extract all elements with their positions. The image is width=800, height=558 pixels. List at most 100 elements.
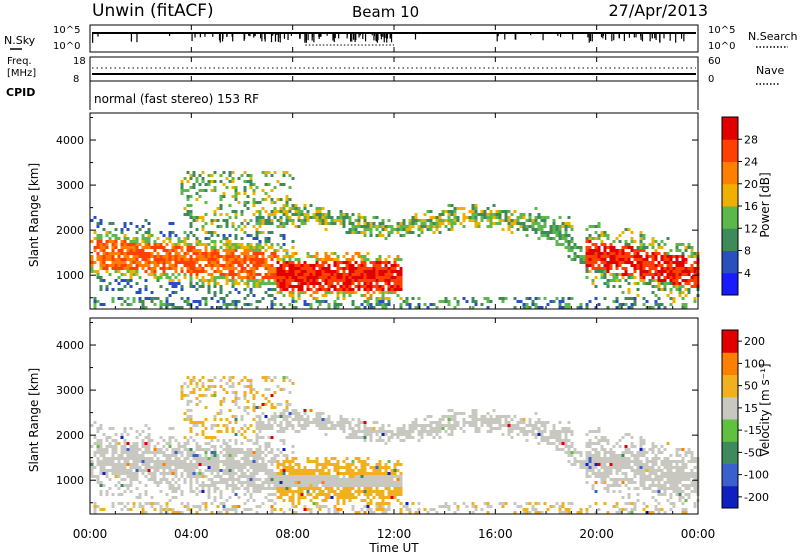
power-cell	[580, 249, 583, 252]
velocity-cell	[151, 496, 154, 499]
power-cell	[301, 210, 304, 213]
velocity-cell	[556, 430, 559, 433]
power-cell	[286, 249, 289, 252]
power-cell	[133, 237, 136, 240]
power-cell	[547, 234, 550, 237]
velocity-cell	[100, 445, 103, 448]
power-cell	[427, 225, 430, 228]
power-cell	[322, 276, 325, 279]
power-cell	[589, 246, 592, 249]
velocity-cell	[385, 463, 388, 466]
velocity-cell	[364, 475, 367, 478]
power-cell	[616, 297, 619, 300]
power-cell	[292, 261, 295, 264]
velocity-cell	[208, 487, 211, 490]
velocity-cell	[448, 415, 451, 418]
power-cell	[658, 264, 661, 267]
velocity-cell	[250, 508, 253, 511]
power-cell	[388, 282, 391, 285]
power-cell	[571, 297, 574, 300]
power-cell	[622, 303, 625, 306]
velocity-cell	[355, 436, 358, 439]
velocity-cell	[304, 421, 307, 424]
power-cell	[331, 291, 334, 294]
velocity-cell	[349, 499, 352, 502]
velocity-cell	[175, 439, 178, 442]
power-cell	[160, 231, 163, 234]
velocity-cell	[232, 382, 235, 385]
velocity-cell	[217, 460, 220, 463]
velocity-cell	[274, 484, 277, 487]
velocity-cell	[517, 421, 520, 424]
velocity-cell	[322, 472, 325, 475]
power-cell	[397, 255, 400, 258]
velocity-cell	[157, 484, 160, 487]
power-cell	[694, 252, 697, 255]
power-cell	[148, 231, 151, 234]
velocity-cell	[172, 469, 175, 472]
power-cell	[205, 297, 208, 300]
power-cell	[274, 303, 277, 306]
power-cell	[352, 264, 355, 267]
power-cell	[241, 237, 244, 240]
power-cell	[166, 297, 169, 300]
velocity-cell	[250, 496, 253, 499]
velocity-cell	[430, 508, 433, 511]
power-cell	[241, 264, 244, 267]
power-cell	[232, 276, 235, 279]
velocity-cell	[130, 484, 133, 487]
power-cell	[613, 255, 616, 258]
power-cell	[643, 246, 646, 249]
velocity-cell	[313, 421, 316, 424]
velocity-cell	[295, 469, 298, 472]
velocity-cell	[163, 454, 166, 457]
power-cell	[250, 255, 253, 258]
velocity-cell	[97, 475, 100, 478]
power-cell	[490, 210, 493, 213]
power-cell	[133, 258, 136, 261]
velocity-cell	[349, 481, 352, 484]
power-cell	[355, 291, 358, 294]
velocity-cell	[343, 484, 346, 487]
power-cell	[118, 249, 121, 252]
velocity-cell	[289, 475, 292, 478]
velocity-cell	[427, 415, 430, 418]
velocity-cell	[199, 394, 202, 397]
velocity-cell	[406, 433, 409, 436]
power-cell	[214, 240, 217, 243]
power-cell	[193, 174, 196, 177]
velocity-cell	[112, 460, 115, 463]
power-cell	[313, 291, 316, 294]
power-cell	[310, 282, 313, 285]
velocity-cell	[112, 448, 115, 451]
velocity-cell	[217, 466, 220, 469]
power-cell	[340, 303, 343, 306]
velocity-cell	[355, 472, 358, 475]
power-cell	[430, 222, 433, 225]
velocity-cell	[475, 427, 478, 430]
velocity-cell	[100, 424, 103, 427]
velocity-cell	[214, 415, 217, 418]
power-cell	[265, 183, 268, 186]
velocity-cell	[190, 487, 193, 490]
velocity-cell	[145, 466, 148, 469]
velocity-cell	[148, 469, 151, 472]
power-cell	[265, 174, 268, 177]
velocity-cell	[94, 466, 97, 469]
velocity-cell	[256, 457, 259, 460]
power-cell	[415, 219, 418, 222]
velocity-cell	[499, 427, 502, 430]
velocity-cell	[400, 484, 403, 487]
power-cell	[223, 276, 226, 279]
power-cell	[271, 201, 274, 204]
power-cell	[106, 270, 109, 273]
power-cell	[568, 249, 571, 252]
velocity-cell	[367, 496, 370, 499]
power-cell	[250, 246, 253, 249]
power-cell	[187, 252, 190, 255]
power-cell	[499, 219, 502, 222]
velocity-cell	[112, 457, 115, 460]
velocity-cell	[190, 484, 193, 487]
power-cell	[556, 228, 559, 231]
velocity-cell	[118, 469, 121, 472]
